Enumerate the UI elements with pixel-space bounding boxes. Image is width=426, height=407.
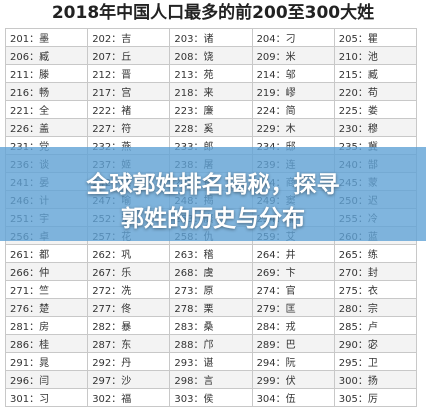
- table-cell: 212：晋: [87, 64, 171, 83]
- table-cell: 230：穆: [333, 118, 418, 137]
- table-cell: 273：原: [169, 280, 253, 299]
- table-cell: 263：稽: [169, 244, 253, 263]
- table-cell: 274：官: [251, 280, 335, 299]
- table-cell: 268：虞: [169, 262, 253, 281]
- table-cell: 302：福: [87, 388, 171, 407]
- table-cell: 207：丘: [87, 46, 171, 65]
- table-cell: 218：来: [169, 82, 253, 101]
- table-row: 226：盖 227：符 228：奚 229：木 230：穆: [4, 118, 418, 137]
- table-cell: 301：习: [4, 388, 89, 407]
- table-cell: 303：侯: [169, 388, 253, 407]
- table-cell: 229：木: [251, 118, 335, 137]
- table-cell: 279：匡: [251, 298, 335, 317]
- banner-headline-line-1: 全球郭姓排名揭秘，探寻: [86, 172, 340, 198]
- table-cell: 280：宗: [333, 298, 418, 317]
- table-row: 261：都 262：巩 263：稽 264：井 265：练: [4, 244, 418, 263]
- table-cell: 278：栗: [169, 298, 253, 317]
- table-cell: 271：竺: [4, 280, 89, 299]
- table-row: 221：全 222：褚 223：廉 224：简 225：娄: [4, 100, 418, 119]
- table-cell: 276：楚: [4, 298, 89, 317]
- table-cell: 213：苑: [169, 64, 253, 83]
- table-row: 276：楚 277：佟 278：栗 279：匡 280：宗: [4, 298, 418, 317]
- page-title: 2018年中国人口最多的前200至300大姓: [51, 3, 375, 23]
- table-cell: 275：衣: [333, 280, 418, 299]
- table-cell: 284：戎: [251, 316, 335, 335]
- table-cell: 296：闫: [4, 370, 89, 389]
- table-cell: 286：桂: [4, 334, 89, 353]
- table-cell: 221：全: [4, 100, 89, 119]
- table-cell: 222：褚: [87, 100, 171, 119]
- table-cell: 219：嵺: [251, 82, 335, 101]
- table-row: 211：滕 212：晋 213：苑 214：邬 215：臧: [4, 64, 418, 83]
- table-cell: 270：封: [333, 262, 418, 281]
- table-cell: 214：邬: [251, 64, 335, 83]
- table-cell: 224：简: [251, 100, 335, 119]
- table-cell: 293：谌: [169, 352, 253, 371]
- table-cell: 220：苟: [333, 82, 418, 101]
- table-row: 291：晁 292：丹 293：谌 294：阮 295：卫: [4, 352, 418, 371]
- table-cell: 290：宓: [333, 334, 418, 353]
- table-cell: 287：东: [87, 334, 171, 353]
- table-cell: 215：臧: [333, 64, 418, 83]
- table-cell: 288：邝: [169, 334, 253, 353]
- table-cell: 283：桑: [169, 316, 253, 335]
- table-cell: 204：刁: [251, 28, 335, 47]
- article-banner[interactable]: 全球郭姓排名揭秘，探寻 郭姓的历史与分布: [0, 147, 426, 241]
- table-cell: 266：仲: [4, 262, 89, 281]
- table-cell: 211：滕: [4, 64, 89, 83]
- table-cell: 289：巴: [251, 334, 335, 353]
- table-row: 271：竺 272：冼 273：原 274：官 275：衣: [4, 280, 418, 299]
- table-cell: 299：伏: [251, 370, 335, 389]
- table-cell: 264：井: [251, 244, 335, 263]
- table-cell: 300：扬: [333, 370, 418, 389]
- table-cell: 277：佟: [87, 298, 171, 317]
- banner-headline-line-2: 郭姓的历史与分布: [121, 206, 305, 232]
- table-cell: 261：都: [4, 244, 89, 263]
- table-cell: 227：符: [87, 118, 171, 137]
- table-cell: 267：乐: [87, 262, 171, 281]
- table-cell: 205：瞿: [333, 28, 418, 47]
- table-cell: 297：沙: [87, 370, 171, 389]
- table-row: 206：臧 207：丘 208：饶 209：米 210：池: [4, 46, 418, 65]
- table-cell: 292：丹: [87, 352, 171, 371]
- table-cell: 202：吉: [87, 28, 171, 47]
- table-row: 296：闫 297：沙 298：言 299：伏 300：扬: [4, 370, 418, 389]
- table-cell: 203：诸: [169, 28, 253, 47]
- table-cell: 298：言: [169, 370, 253, 389]
- table-cell: 223：廉: [169, 100, 253, 119]
- table-cell: 295：卫: [333, 352, 418, 371]
- table-cell: 217：宫: [87, 82, 171, 101]
- table-cell: 285：卢: [333, 316, 418, 335]
- table-cell: 206：臧: [4, 46, 89, 65]
- table-row: 301：习 302：福 303：侯 304：伍 305：厉: [4, 388, 418, 407]
- table-cell: 210：池: [333, 46, 418, 65]
- table-cell: 281：房: [4, 316, 89, 335]
- table-cell: 226：盖: [4, 118, 89, 137]
- table-cell: 208：饶: [169, 46, 253, 65]
- table-cell: 269：卞: [251, 262, 335, 281]
- table-cell: 305：厉: [333, 388, 418, 407]
- table-row: 216：畅 217：宫 218：来 219：嵺 220：苟: [4, 82, 418, 101]
- table-cell: 201：墨: [4, 28, 89, 47]
- table-cell: 304：伍: [251, 388, 335, 407]
- table-cell: 228：奚: [169, 118, 253, 137]
- table-cell: 282：暴: [87, 316, 171, 335]
- table-cell: 225：娄: [333, 100, 418, 119]
- table-row: 286：桂 287：东 288：邝 289：巴 290：宓: [4, 334, 418, 353]
- table-cell: 294：阮: [251, 352, 335, 371]
- table-row: 201：墨 202：吉 203：诸 204：刁 205：瞿: [4, 28, 418, 47]
- table-row: 281：房 282：暴 283：桑 284：戎 285：卢: [4, 316, 418, 335]
- table-cell: 291：晁: [4, 352, 89, 371]
- table-cell: 209：米: [251, 46, 335, 65]
- table-cell: 265：练: [333, 244, 418, 263]
- table-cell: 216：畅: [4, 82, 89, 101]
- table-cell: 272：冼: [87, 280, 171, 299]
- table-cell: 262：巩: [87, 244, 171, 263]
- table-row: 266：仲 267：乐 268：虞 269：卞 270：封: [4, 262, 418, 281]
